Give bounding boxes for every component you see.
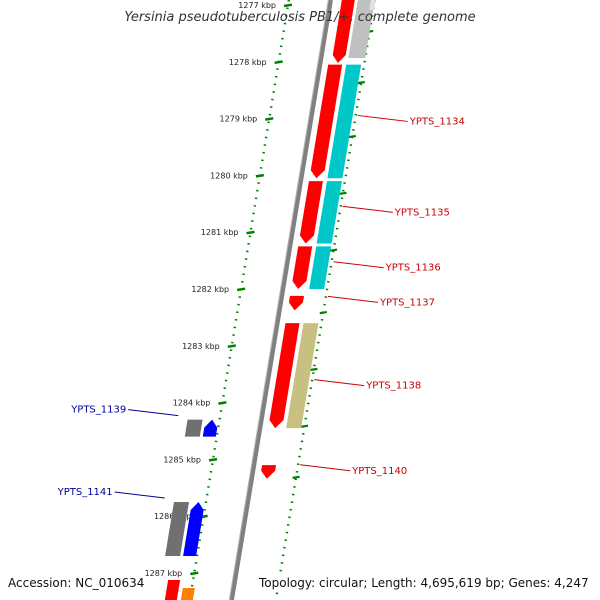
ruler-tick-label: 1277 kbp: [238, 1, 276, 10]
gc-dotted-line: [274, 0, 377, 600]
gene-label: YPTS_1137: [379, 297, 435, 308]
gene-label-leader: [128, 409, 179, 417]
map-title: Yersinia pseudotuberculosis PB1/+, compl…: [124, 10, 476, 25]
ruler-dotted-line: [188, 0, 291, 600]
gene-label: YPTS_1136: [385, 263, 441, 274]
ruler-tick-label: 1282 kbp: [191, 285, 229, 294]
gene-label-leader: [357, 114, 408, 122]
gene-arrow-partial: [332, 0, 355, 63]
ruler-tick-label: 1284 kbp: [173, 399, 211, 408]
backbone-line: [229, 0, 333, 600]
gene-label: YPTS_1134: [409, 116, 465, 127]
cds-box: [184, 419, 203, 437]
ruler-tick-label: 1278 kbp: [229, 58, 267, 67]
gene-arrow-partial: [164, 580, 181, 600]
ruler-tick: [218, 401, 227, 405]
gene-arrow: [261, 465, 277, 479]
ruler-tick-label: 1281 kbp: [201, 228, 239, 237]
gene-label: YPTS_1140: [351, 466, 407, 477]
gene-arrow-partial: [180, 588, 195, 600]
ruler-tick-label: 1283 kbp: [182, 342, 220, 351]
gc-dash: [310, 367, 318, 372]
gene-label-leader: [333, 261, 384, 269]
ruler-tick-label: 1280 kbp: [210, 171, 248, 180]
ruler-tick: [265, 117, 274, 121]
gene-labels: YPTS_1134 YPTS_1135 YPTS_1136 YPTS_1137 YPTS…: [57, 114, 465, 499]
genome-summary-text: Topology: circular; Length: 4,695,619 bp…: [259, 576, 589, 590]
gene-label-leader: [327, 295, 378, 303]
gene-label-leader: [342, 205, 393, 213]
ruler-tick: [283, 3, 293, 8]
gene-label: YPTS_1139: [70, 405, 126, 416]
gene-label: YPTS_1135: [394, 207, 450, 218]
ruler-tick: [227, 344, 236, 349]
ruler-tick: [208, 457, 218, 462]
gene-track: [164, 0, 376, 600]
gene-arrow: [269, 323, 300, 429]
backbone-highlight: [228, 0, 329, 600]
gene-label-leader: [300, 464, 351, 472]
cds-box: [286, 323, 319, 429]
ruler-tick: [255, 173, 265, 178]
cds-box: [165, 502, 189, 556]
accession-text: Accession: NC_010634: [8, 576, 145, 590]
ruler-tick: [236, 287, 246, 292]
gc-dash: [339, 191, 347, 195]
gene-arrow: [310, 64, 343, 179]
gene-arrow: [183, 502, 204, 556]
gene-arrow: [292, 246, 313, 289]
cds-box: [327, 64, 362, 179]
cds-box-partial: [369, 0, 376, 10]
gc-dash: [348, 134, 357, 139]
ruler-tick: [190, 571, 199, 576]
cds-box: [316, 181, 342, 244]
ruler-tick: [274, 60, 283, 65]
gene-arrow: [202, 419, 218, 437]
gc-dash: [329, 248, 338, 252]
gc-dash: [319, 310, 327, 315]
ruler-tick-label: 1279 kbp: [220, 115, 258, 124]
ruler-tick-label: 1287 kbp: [145, 569, 183, 578]
cds-box-partial: [348, 0, 375, 58]
gene-arrow: [299, 181, 323, 244]
gc-dash: [292, 475, 300, 479]
gene-label: YPTS_1138: [365, 381, 421, 392]
gene-arrow: [288, 295, 305, 311]
gene-label-leader: [314, 379, 365, 387]
gc-dash: [357, 80, 365, 85]
gene-label-leader: [114, 491, 165, 499]
gene-label: YPTS_1141: [57, 487, 113, 498]
cds-box: [309, 246, 332, 289]
backbone-track: [228, 0, 333, 600]
gc-dash: [300, 424, 309, 428]
ruler-tick: [246, 230, 255, 235]
ruler-tick-label: 1285 kbp: [163, 455, 201, 464]
